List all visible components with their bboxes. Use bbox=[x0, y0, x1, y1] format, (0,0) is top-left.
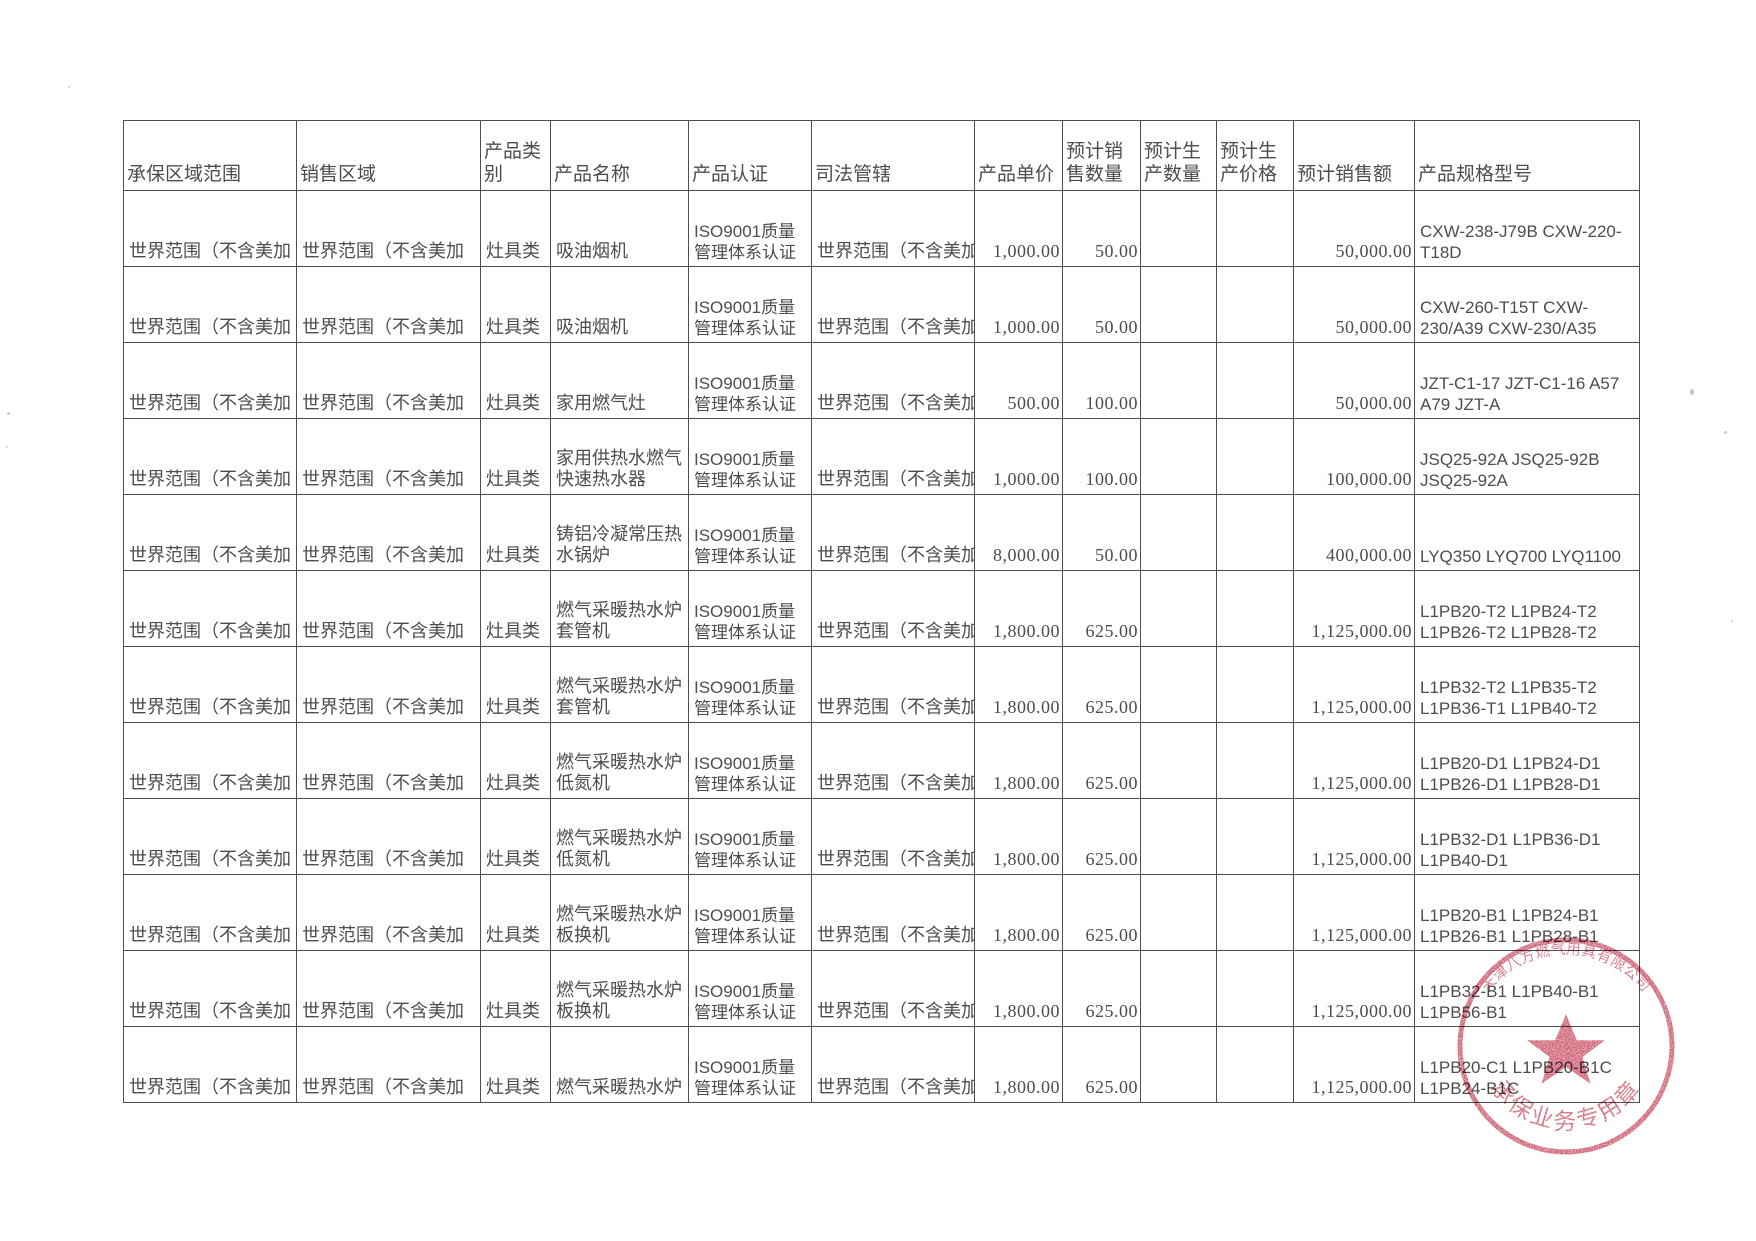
svg-text:天津八方燃气用具有限公司: 天津八方燃气用具有限公司 bbox=[1479, 941, 1653, 995]
svg-text:承保业务专用章: 承保业务专用章 bbox=[1486, 1075, 1646, 1133]
